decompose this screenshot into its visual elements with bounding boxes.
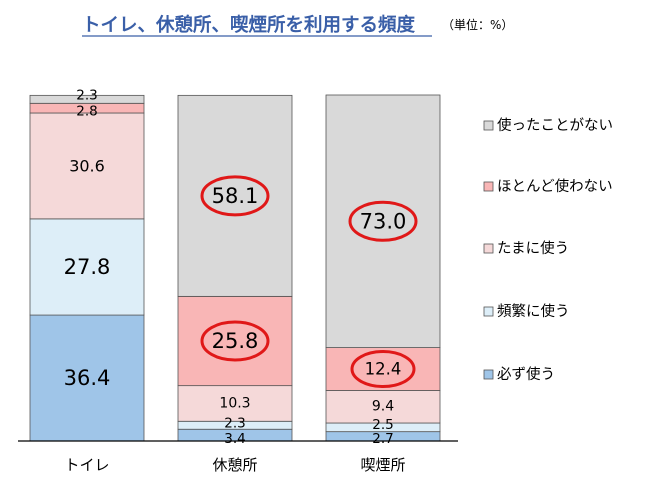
legend-label: 必ず使う [497,366,555,383]
data-label: 2.8 [76,103,97,119]
x-tick-label: 喫煙所 [360,456,405,474]
legend-swatch [483,120,494,131]
data-label: 73.0 [360,209,407,233]
bar-segment [325,94,441,348]
legend-swatch [483,369,494,380]
data-label: 2.3 [76,87,97,103]
highlight-circle [350,350,416,389]
x-tick-label: 休憩所 [212,456,257,474]
legend-swatch [483,306,494,317]
bar-segment [29,112,145,220]
data-label: 12.4 [365,360,402,379]
x-tick-label: トイレ [64,456,109,474]
data-label: 2.7 [372,431,393,447]
data-label: 27.8 [64,255,111,279]
highlight-circle [200,320,270,362]
highlight-circle [348,200,418,242]
legend-label: ほとんど使わない [497,178,613,195]
data-label: 10.3 [219,395,250,411]
data-label: 9.4 [372,399,394,415]
x-labels-group: トイレ 休憩所 喫煙所 [64,456,405,474]
bar-segment [325,347,441,391]
legend-label: たまに使う [497,240,569,257]
unit-note: （単位：%） [442,17,513,32]
data-label: 58.1 [212,184,259,208]
data-label: 2.3 [224,415,245,431]
data-label: 36.4 [64,366,111,390]
bars-group: 36.427.830.62.82.33.42.310.325.858.12.72… [29,87,441,447]
highlight-circle [200,175,270,217]
legend-label: 頻繁に使う [497,303,570,320]
bar-segment [325,390,441,424]
data-label: 25.8 [212,329,259,353]
legend-label: 使ったことがない [497,117,613,134]
chart-title: トイレ、休憩所、喫煙所を利用する頻度 [82,14,416,36]
legend-swatch [483,181,494,192]
bar-segment [29,94,145,104]
data-label: 3.4 [224,431,245,447]
bar-segment [29,218,145,316]
data-label: 2.5 [372,417,393,433]
legend-swatch [483,243,494,254]
data-label: 30.6 [69,156,105,175]
bar-segment [177,94,293,297]
